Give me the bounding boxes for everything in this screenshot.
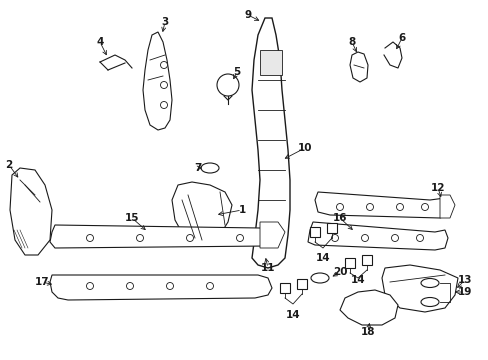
Text: 19: 19	[457, 287, 471, 297]
Ellipse shape	[420, 279, 438, 288]
Text: 15: 15	[124, 213, 139, 223]
Polygon shape	[339, 290, 397, 325]
Polygon shape	[381, 265, 457, 312]
Circle shape	[160, 62, 167, 68]
Text: 9: 9	[244, 10, 251, 20]
Text: 6: 6	[398, 33, 405, 43]
Text: 11: 11	[260, 263, 275, 273]
Circle shape	[336, 203, 343, 211]
Polygon shape	[50, 275, 271, 300]
Text: 14: 14	[315, 253, 329, 263]
Polygon shape	[50, 225, 278, 248]
Circle shape	[186, 234, 193, 242]
Circle shape	[366, 203, 373, 211]
Polygon shape	[172, 182, 231, 242]
Text: 16: 16	[332, 213, 346, 223]
Text: 12: 12	[430, 183, 445, 193]
Polygon shape	[10, 168, 52, 255]
FancyBboxPatch shape	[296, 279, 306, 289]
Circle shape	[206, 283, 213, 289]
Circle shape	[416, 234, 423, 242]
Text: 5: 5	[233, 67, 240, 77]
Text: 2: 2	[5, 160, 13, 170]
Polygon shape	[260, 222, 285, 248]
Ellipse shape	[420, 297, 438, 306]
Polygon shape	[251, 18, 289, 268]
Polygon shape	[439, 195, 454, 218]
Text: 8: 8	[347, 37, 355, 47]
Text: 10: 10	[297, 143, 312, 153]
Ellipse shape	[310, 273, 328, 283]
Text: 17: 17	[35, 277, 49, 287]
FancyBboxPatch shape	[326, 223, 336, 233]
Polygon shape	[314, 192, 449, 218]
Text: 4: 4	[96, 37, 103, 47]
Text: 3: 3	[161, 17, 168, 27]
Text: 14: 14	[285, 310, 300, 320]
Polygon shape	[260, 50, 282, 75]
Circle shape	[421, 203, 427, 211]
Ellipse shape	[201, 163, 219, 173]
FancyBboxPatch shape	[361, 255, 371, 265]
Circle shape	[136, 234, 143, 242]
Text: 20: 20	[332, 267, 346, 277]
Polygon shape	[307, 222, 447, 250]
Circle shape	[236, 234, 243, 242]
Text: 18: 18	[360, 327, 374, 337]
Circle shape	[217, 74, 239, 96]
Circle shape	[331, 234, 338, 242]
Polygon shape	[349, 52, 367, 82]
Circle shape	[160, 81, 167, 89]
FancyBboxPatch shape	[309, 227, 319, 237]
Polygon shape	[142, 32, 172, 130]
FancyBboxPatch shape	[280, 283, 289, 293]
Circle shape	[86, 283, 93, 289]
FancyBboxPatch shape	[345, 258, 354, 268]
Text: 1: 1	[238, 205, 245, 215]
Circle shape	[396, 203, 403, 211]
Text: 14: 14	[350, 275, 365, 285]
Circle shape	[166, 283, 173, 289]
Text: 13: 13	[457, 275, 471, 285]
Text: 7: 7	[194, 163, 201, 173]
Circle shape	[361, 234, 368, 242]
Circle shape	[86, 234, 93, 242]
Circle shape	[160, 102, 167, 108]
Circle shape	[391, 234, 398, 242]
Circle shape	[126, 283, 133, 289]
